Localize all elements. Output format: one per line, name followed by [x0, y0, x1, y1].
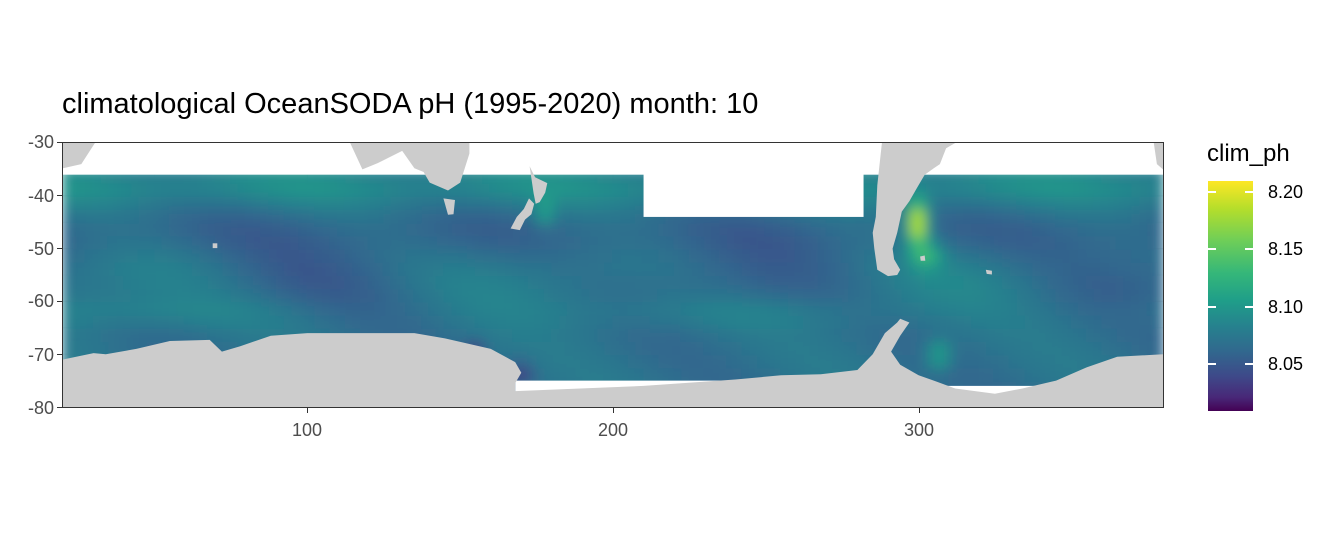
no-data-pacific	[643, 143, 864, 217]
coast-fragment	[81, 143, 94, 149]
tasmania-land	[443, 198, 455, 215]
antarctica-land-west	[63, 333, 522, 407]
kerguelen-islands	[212, 243, 218, 249]
y-tick-mark	[57, 301, 62, 302]
falkland-islands	[920, 255, 926, 261]
east-edge-land	[1153, 143, 1163, 170]
legend-tick	[1245, 248, 1253, 250]
legend-label: 8.05	[1268, 354, 1304, 374]
no-data-north	[63, 143, 1163, 175]
legend-tick	[1208, 248, 1216, 250]
x-tick-label: 200	[597, 420, 629, 440]
y-tick-label: -80	[27, 398, 54, 418]
legend-label: 8.15	[1268, 239, 1304, 259]
x-tick-label: 100	[291, 420, 323, 440]
y-tick-label: -40	[27, 186, 54, 206]
australia-land	[350, 143, 470, 191]
y-tick-mark	[57, 142, 62, 143]
ph-heatmap	[63, 143, 1163, 407]
x-tick-mark	[613, 408, 614, 413]
legend-tick	[1245, 191, 1253, 193]
y-tick-mark	[57, 195, 62, 196]
legend-tick	[1245, 363, 1253, 365]
legend-tick	[1245, 306, 1253, 308]
legend-tick	[1208, 306, 1216, 308]
x-tick-label: 300	[903, 420, 935, 440]
y-tick-mark	[57, 248, 62, 249]
legend-title: clim_ph	[1207, 140, 1290, 167]
ph-map-panel	[62, 142, 1164, 408]
x-tick-mark	[919, 408, 920, 413]
antarctica-land-east	[512, 318, 1163, 407]
legend-tick	[1208, 363, 1216, 365]
legend-tick	[1208, 191, 1216, 193]
y-tick-label: -70	[27, 345, 54, 365]
y-tick-mark	[57, 354, 62, 355]
y-tick-label: -50	[27, 239, 54, 259]
legend-label: 8.20	[1268, 182, 1304, 202]
south-america-land	[872, 143, 956, 277]
chart-title: climatological OceanSODA pH (1995-2020) …	[62, 88, 759, 120]
new-zealand-north-island	[529, 166, 548, 204]
y-tick-label: -60	[27, 291, 54, 311]
x-tick-mark	[307, 408, 308, 413]
new-zealand-south-island	[510, 198, 535, 231]
africa-land	[63, 143, 97, 169]
south-georgia-island	[985, 269, 992, 275]
y-tick-label: -30	[27, 132, 54, 152]
land-mask	[63, 143, 1163, 407]
y-tick-mark	[57, 407, 62, 408]
legend-colorbar	[1208, 181, 1253, 411]
legend-label: 8.10	[1268, 297, 1304, 317]
